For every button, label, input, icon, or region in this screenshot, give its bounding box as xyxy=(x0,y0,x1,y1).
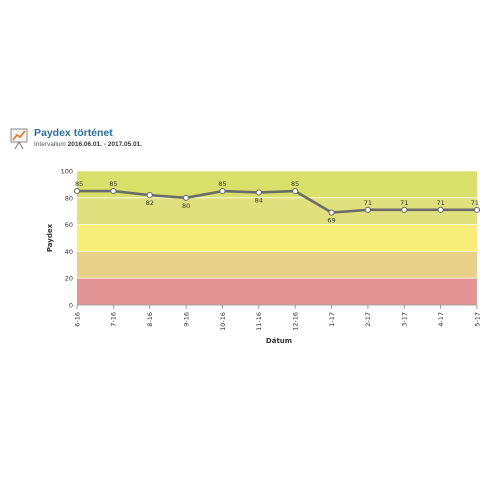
data-point xyxy=(473,206,481,213)
data-label: 71 xyxy=(436,199,444,207)
data-point xyxy=(146,192,153,199)
y-tick-label: 80 xyxy=(65,194,73,202)
score-bands xyxy=(77,171,477,305)
paydex-series: 85 85 82 80 85 84 85 69 71 71 71 71 xyxy=(73,180,481,225)
subtitle-prefix: Intervallum xyxy=(34,141,66,148)
data-label: 85 xyxy=(109,180,117,188)
x-tick-label: 5-17 xyxy=(473,312,481,327)
data-point xyxy=(292,188,299,195)
chart-subtitle: Intervallum 2016.06.01. - 2017.05.01. xyxy=(34,141,142,148)
chart-header: Paydex történet Intervallum 2016.06.01. … xyxy=(10,127,310,157)
x-tick-label: 1-17 xyxy=(328,312,336,327)
x-tick-label: 6-16 xyxy=(73,312,81,327)
x-tick-label: 11-16 xyxy=(255,312,263,331)
data-label: 82 xyxy=(146,199,154,207)
x-tick-label: 2-17 xyxy=(364,312,372,327)
score-band-0 xyxy=(77,278,477,305)
x-tick-label: 12-16 xyxy=(291,312,299,331)
data-label: 85 xyxy=(291,180,299,188)
score-band-1 xyxy=(77,251,477,279)
data-label: 71 xyxy=(471,199,479,207)
data-point xyxy=(110,188,117,195)
x-tick-label: 7-16 xyxy=(110,312,118,327)
y-axis-ticks: 0 20 40 60 80 100 xyxy=(61,168,73,310)
data-point xyxy=(255,189,262,196)
data-point xyxy=(182,194,190,201)
data-label: 71 xyxy=(364,199,372,207)
x-tick-label: 8-16 xyxy=(146,312,154,327)
x-tick-label: 3-17 xyxy=(401,312,409,327)
x-tick-label: 4-17 xyxy=(437,312,445,327)
data-label: 85 xyxy=(75,180,83,188)
data-point xyxy=(219,188,226,195)
y-tick-label: 100 xyxy=(61,168,73,176)
data-label: 71 xyxy=(400,199,408,207)
data-point xyxy=(437,206,444,213)
x-axis-label: Dátum xyxy=(266,337,292,345)
y-axis-label: Paydex xyxy=(46,223,54,252)
subtitle-range: 2016.06.01. - 2017.05.01. xyxy=(67,141,143,148)
data-label: 69 xyxy=(327,217,335,225)
y-tick-label: 0 xyxy=(69,302,73,310)
y-tick-label: 40 xyxy=(65,248,73,256)
data-label: 80 xyxy=(182,202,190,210)
y-tick-label: 60 xyxy=(65,221,73,229)
data-point xyxy=(328,209,335,216)
x-axis-ticks: 6-16 7-16 8-16 9-16 10-16 11-16 12-16 1-17 2-17 3… xyxy=(73,305,481,331)
data-point xyxy=(364,206,372,213)
data-label: 84 xyxy=(255,196,263,204)
data-point xyxy=(73,188,81,195)
chart-title: Paydex történet xyxy=(34,127,113,139)
chart-icon xyxy=(10,128,28,150)
y-tick-label: 20 xyxy=(65,275,73,283)
x-tick-label: 9-16 xyxy=(182,312,190,327)
score-band-2 xyxy=(77,224,477,252)
score-band-3 xyxy=(77,197,477,225)
data-label: 85 xyxy=(218,180,226,188)
series-line xyxy=(77,189,477,214)
data-point xyxy=(401,206,408,213)
x-tick-label: 10-16 xyxy=(219,312,227,331)
